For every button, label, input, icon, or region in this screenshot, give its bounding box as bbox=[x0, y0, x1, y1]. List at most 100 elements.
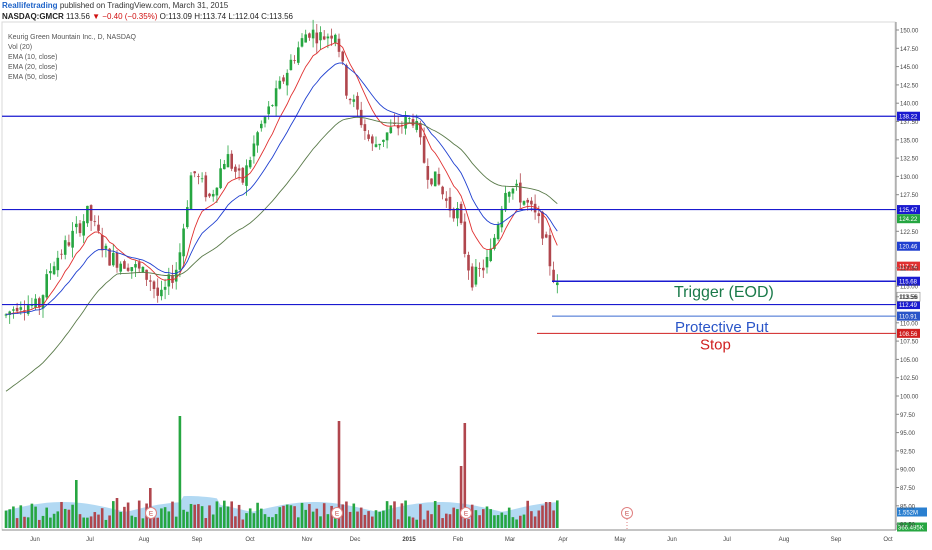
candle-body bbox=[348, 99, 352, 101]
candle-body bbox=[363, 124, 367, 131]
price-tick-label: 140.00 bbox=[900, 102, 919, 108]
volume-bar bbox=[89, 516, 93, 528]
volume-bar bbox=[23, 516, 26, 528]
candle-body bbox=[23, 310, 26, 311]
volume-bar bbox=[459, 466, 463, 528]
candle-body bbox=[49, 270, 52, 274]
earnings-marker-label: E bbox=[335, 511, 340, 518]
time-axis-label: Oct bbox=[883, 537, 893, 543]
legend-item[interactable]: EMA (50, close) bbox=[8, 74, 58, 81]
price-change: −0.40 (−0.35%) bbox=[102, 12, 158, 21]
candle-body bbox=[230, 153, 233, 169]
volume-bar bbox=[348, 511, 352, 528]
high-value: H:113.74 bbox=[194, 12, 227, 21]
volume-bar bbox=[215, 501, 219, 528]
horizontal-lines[interactable]: 138.22 125.47 112.49 115.68 Trigger (EOD) 110… bbox=[2, 111, 927, 532]
volume-bar bbox=[174, 516, 178, 528]
volume-bar bbox=[274, 514, 278, 528]
volume-badge-label: 366.495K bbox=[898, 526, 924, 532]
legend-item[interactable]: EMA (10, close) bbox=[8, 54, 58, 61]
candle-body bbox=[448, 196, 452, 211]
candle-body bbox=[208, 193, 211, 197]
candle-body bbox=[489, 248, 492, 261]
volume-bar bbox=[245, 513, 248, 528]
time-axis-label: 2015 bbox=[402, 537, 416, 543]
price-tick-label: 117.50 bbox=[900, 266, 919, 272]
volume-bar bbox=[408, 516, 411, 528]
candle-body bbox=[178, 252, 182, 270]
volume-bar bbox=[404, 500, 407, 528]
price-tick-label: 122.50 bbox=[900, 230, 919, 236]
earnings-marker-label: E bbox=[464, 511, 469, 518]
candle-body bbox=[315, 32, 319, 44]
volume-bar bbox=[137, 500, 141, 528]
candle-body bbox=[445, 198, 448, 201]
candle-body bbox=[411, 119, 415, 126]
publisher-name[interactable]: Reallifetrading bbox=[2, 1, 58, 10]
candle-body bbox=[237, 168, 241, 171]
price-level-badge bbox=[897, 205, 920, 215]
volume-bar bbox=[260, 508, 263, 528]
volume-bar bbox=[56, 511, 60, 528]
volume-bar bbox=[552, 510, 555, 528]
earnings-marker-icon bbox=[331, 507, 343, 519]
candle-body bbox=[186, 207, 189, 228]
volume-bar bbox=[463, 423, 467, 528]
volume-bar bbox=[86, 517, 89, 528]
volume-bar bbox=[396, 519, 400, 528]
volume-bar bbox=[337, 421, 341, 528]
candle-body bbox=[204, 175, 208, 198]
candle-body bbox=[200, 178, 204, 180]
legend-item[interactable]: Vol (20) bbox=[8, 44, 33, 51]
volume-bar bbox=[330, 505, 333, 528]
candle-body bbox=[60, 253, 63, 255]
candle-body bbox=[511, 188, 515, 194]
candle-body bbox=[89, 205, 93, 221]
volume-bar bbox=[300, 502, 304, 528]
volume-bar bbox=[263, 514, 267, 528]
volume-bar bbox=[433, 500, 437, 528]
candle-body bbox=[256, 132, 259, 146]
earnings-marker-icon bbox=[460, 507, 472, 519]
volume-badge bbox=[897, 507, 927, 517]
candle-body bbox=[504, 192, 507, 211]
time-axis-label: Sep bbox=[831, 537, 842, 543]
candle-body bbox=[134, 264, 137, 268]
candle-body bbox=[530, 200, 533, 205]
volume-bar bbox=[189, 503, 193, 528]
protective-put-annotation: Protective Put bbox=[675, 319, 769, 336]
candle-body bbox=[15, 307, 19, 312]
price-tick-label: 105.00 bbox=[900, 358, 919, 364]
volume-bar bbox=[193, 504, 196, 528]
candle-body bbox=[108, 248, 111, 266]
candle-body bbox=[304, 34, 307, 43]
candle-body bbox=[211, 193, 215, 197]
volume-bar bbox=[160, 508, 163, 528]
candle-body bbox=[41, 295, 45, 309]
candle-body bbox=[430, 178, 433, 185]
volume-bar bbox=[234, 516, 237, 528]
price-tick-label: 92.50 bbox=[900, 449, 916, 455]
price-badge bbox=[897, 261, 920, 271]
volume-bar bbox=[500, 512, 504, 528]
volume-bar bbox=[278, 507, 282, 528]
price-tick-label: 95.00 bbox=[900, 431, 916, 437]
volume-bar bbox=[156, 517, 159, 528]
candle-body bbox=[300, 38, 304, 47]
volume-bar bbox=[108, 515, 111, 528]
candle-body bbox=[507, 192, 511, 197]
earnings-marker-label: E bbox=[625, 511, 630, 518]
trigger-annotation: Trigger (EOD) bbox=[674, 284, 774, 301]
volume-bar bbox=[289, 505, 293, 528]
low-value: L:112.04 bbox=[228, 12, 259, 21]
candle-body bbox=[160, 289, 163, 297]
legend-item[interactable]: EMA (20, close) bbox=[8, 64, 58, 71]
time-axis-label: Aug bbox=[779, 537, 790, 543]
candle-body bbox=[119, 263, 122, 272]
candles bbox=[4, 19, 559, 324]
candle-body bbox=[104, 245, 108, 249]
volume-bar bbox=[186, 511, 189, 528]
volume-bar bbox=[445, 513, 448, 528]
candle-body bbox=[400, 125, 404, 126]
